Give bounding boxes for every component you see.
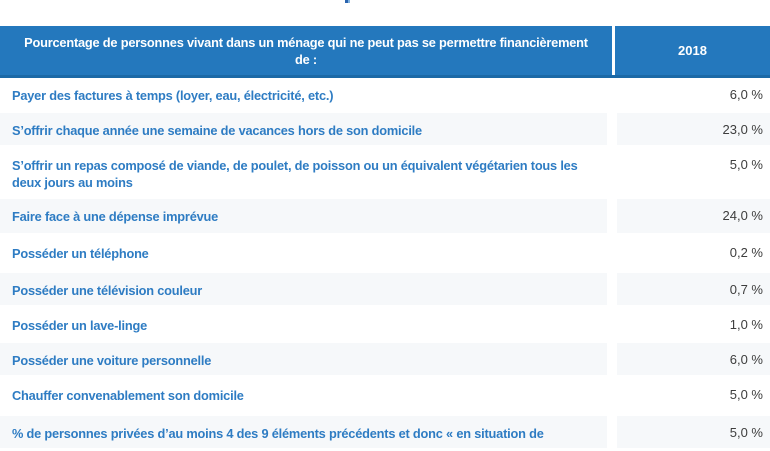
row-value: 5,0 %	[607, 148, 770, 199]
table-row: Chauffer convenablement son domicile 5,0…	[0, 378, 770, 416]
affordability-table: Pourcentage de personnes vivant dans un …	[0, 26, 770, 451]
row-label: Posséder une voiture personnelle	[0, 343, 607, 375]
table-row: Payer des factures à temps (loyer, eau, …	[0, 78, 770, 113]
row-label: % de personnes privées d’au moins 4 des …	[0, 416, 607, 448]
table-row: S’offrir chaque année une semaine de vac…	[0, 113, 770, 148]
row-value: 6,0 %	[607, 343, 770, 375]
table-header-row: Pourcentage de personnes vivant dans un …	[0, 26, 770, 78]
table-row: Posséder une télévision couleur 0,7 %	[0, 273, 770, 308]
table-header-label: Pourcentage de personnes vivant dans un …	[24, 34, 588, 67]
table-row: Posséder un téléphone 0,2 %	[0, 236, 770, 273]
table-row: Posséder un lave-linge 1,0 %	[0, 308, 770, 343]
row-label: Chauffer convenablement son domicile	[12, 388, 244, 403]
row-label: S’offrir chaque année une semaine de vac…	[0, 113, 607, 145]
table-row: Faire face à une dépense imprévue 24,0 %	[0, 199, 770, 236]
row-label: Posséder un lave-linge	[12, 318, 147, 333]
table-header-label-cell: Pourcentage de personnes vivant dans un …	[0, 26, 612, 75]
table-header-year-cell: 2018	[612, 26, 770, 75]
row-value: 0,2 %	[607, 236, 770, 273]
row-value: 0,7 %	[607, 273, 770, 305]
row-label: S’offrir un repas composé de viande, de …	[12, 158, 578, 190]
clipped-title-fragment	[345, 0, 350, 3]
row-label: Posséder un téléphone	[12, 246, 149, 261]
table-row: S’offrir un repas composé de viande, de …	[0, 148, 770, 199]
table-row: % de personnes privées d’au moins 4 des …	[0, 416, 770, 451]
table-row: Posséder une voiture personnelle 6,0 %	[0, 343, 770, 378]
row-value: 24,0 %	[607, 199, 770, 233]
row-label: Faire face à une dépense imprévue	[0, 199, 607, 233]
row-value: 1,0 %	[607, 308, 770, 343]
row-value: 5,0 %	[607, 378, 770, 416]
row-label: Payer des factures à temps (loyer, eau, …	[12, 88, 334, 103]
row-value: 6,0 %	[607, 78, 770, 113]
row-value: 23,0 %	[607, 113, 770, 145]
table-header-year: 2018	[678, 43, 707, 58]
row-value: 5,0 %	[607, 416, 770, 448]
row-label: Posséder une télévision couleur	[0, 273, 607, 305]
